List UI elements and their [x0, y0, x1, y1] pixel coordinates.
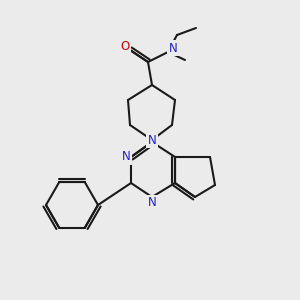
Text: N: N [169, 41, 177, 55]
Text: N: N [148, 196, 156, 209]
Text: O: O [120, 40, 130, 52]
Text: N: N [148, 134, 156, 146]
Text: N: N [122, 151, 130, 164]
